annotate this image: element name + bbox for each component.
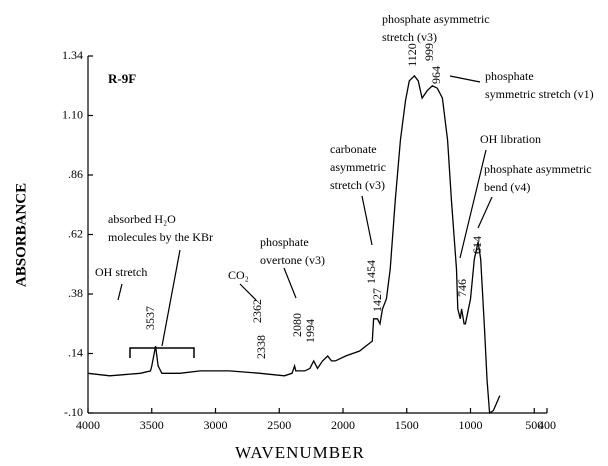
peak-label: 2080 — [290, 313, 304, 337]
leader-line — [239, 283, 257, 301]
annotation: carbonate — [330, 142, 377, 156]
annotation: stretch (v3) — [330, 178, 385, 192]
peak-label: 2362 — [250, 299, 264, 323]
y-axis-title: ABSORBANCE — [13, 183, 29, 287]
y-tick-label: -.10 — [64, 405, 83, 419]
x-axis-title: WAVENUMBER — [235, 443, 365, 462]
peak-label: 1427 — [370, 288, 384, 312]
annotation: phosphate asymmetric — [382, 12, 490, 26]
peak-label: 614 — [470, 236, 484, 254]
peak-label: 964 — [429, 66, 443, 84]
peak-label: 1994 — [303, 319, 317, 343]
x-tick-label: 4000 — [76, 418, 100, 432]
peak-label: 746 — [455, 279, 469, 297]
x-tick-label: 2000 — [331, 418, 355, 432]
peak-label: 1454 — [364, 260, 378, 284]
y-tick-label: 1.10 — [62, 107, 83, 121]
leader-line — [459, 149, 487, 259]
annotation: molecules by the KBr — [108, 230, 213, 244]
y-tick-label: 1.34 — [62, 48, 83, 62]
leader-line — [449, 75, 481, 83]
annotation: OH stretch — [95, 265, 147, 279]
annotation: bend (v4) — [484, 180, 530, 194]
x-tick-label: 3500 — [140, 418, 164, 432]
leader-line — [161, 249, 181, 347]
annotation: phosphate asymmetric — [484, 162, 592, 176]
peak-label: 999 — [422, 43, 436, 61]
bracket — [129, 347, 195, 358]
annotation: OH libration — [480, 132, 541, 146]
peak-label: 1120 — [405, 43, 419, 67]
x-tick-label: 1500 — [395, 418, 419, 432]
peak-label: 2338 — [254, 335, 268, 359]
y-tick-label: .38 — [68, 286, 83, 300]
x-tick-label: 3000 — [204, 418, 228, 432]
y-tick-label: .14 — [68, 345, 83, 359]
annotation: phosphate — [260, 235, 309, 249]
annotation: phosphate — [485, 69, 534, 83]
x-tick-label: 1000 — [459, 418, 483, 432]
x-tick-label: 2500 — [267, 418, 291, 432]
spectrum-line — [87, 74, 501, 415]
annotation: stretch (v3) — [382, 30, 437, 44]
annotation: CO₂ — [228, 268, 249, 282]
y-tick-label: .86 — [68, 167, 83, 181]
x-tick-label: 500 — [525, 418, 543, 432]
annotation: absorbed H₂O — [108, 212, 176, 226]
annotation: symmetric stretch (v1) — [485, 87, 594, 101]
y-tick-label: .62 — [68, 226, 83, 240]
leader-line — [361, 195, 373, 246]
leader-line — [117, 283, 123, 301]
x-tick-label: 400 — [538, 418, 556, 432]
leader-line — [477, 196, 493, 229]
annotation: asymmetric — [330, 160, 386, 174]
sample-label: R-9F — [108, 71, 136, 86]
peak-label: 3537 — [143, 306, 157, 330]
annotation: overtone (v3) — [260, 253, 325, 267]
leader-line — [283, 267, 297, 299]
